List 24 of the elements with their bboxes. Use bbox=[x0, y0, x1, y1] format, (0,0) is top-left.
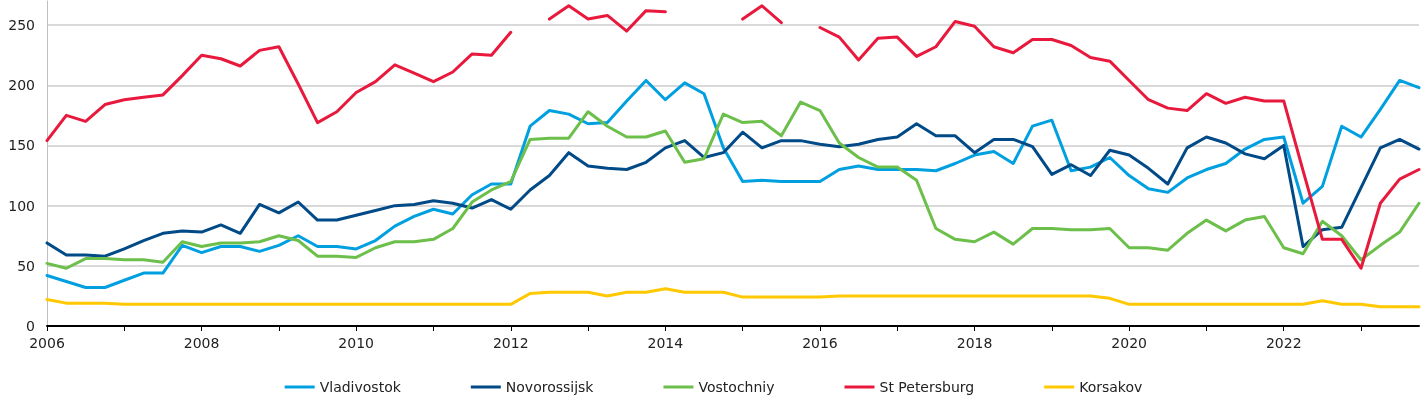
y-tick-label: 50 bbox=[17, 257, 35, 274]
line-series bbox=[45, 122, 1421, 258]
legend-label: Korsakov bbox=[1079, 379, 1143, 395]
legend-label: Novorossijsk bbox=[505, 379, 595, 395]
line-series bbox=[45, 287, 1421, 309]
x-tick-label: 2022 bbox=[1265, 335, 1302, 351]
x-tick-label: 2016 bbox=[802, 335, 838, 351]
x-tick-label: 2014 bbox=[647, 335, 684, 351]
line-series bbox=[45, 100, 1421, 270]
x-tick-label: 2020 bbox=[1111, 335, 1147, 351]
x-tick-label: 2012 bbox=[492, 335, 529, 351]
y-tick-label: 0 bbox=[26, 318, 35, 334]
y-tick-label: 150 bbox=[8, 137, 35, 154]
legend-label: St Petersburg bbox=[879, 379, 975, 395]
x-tick-label: 2008 bbox=[183, 335, 220, 351]
x-tick-label: 2018 bbox=[956, 335, 993, 351]
line-series bbox=[45, 78, 1421, 289]
legend-label: Vostochniy bbox=[698, 379, 775, 395]
legend-label: Vladivostok bbox=[319, 379, 402, 395]
y-tick-label: 100 bbox=[8, 197, 35, 214]
x-tick-label: 2006 bbox=[29, 335, 65, 351]
y-tick-label: 200 bbox=[8, 77, 35, 94]
x-tick-label: 2010 bbox=[338, 335, 374, 351]
y-tick-label: 250 bbox=[8, 17, 35, 34]
